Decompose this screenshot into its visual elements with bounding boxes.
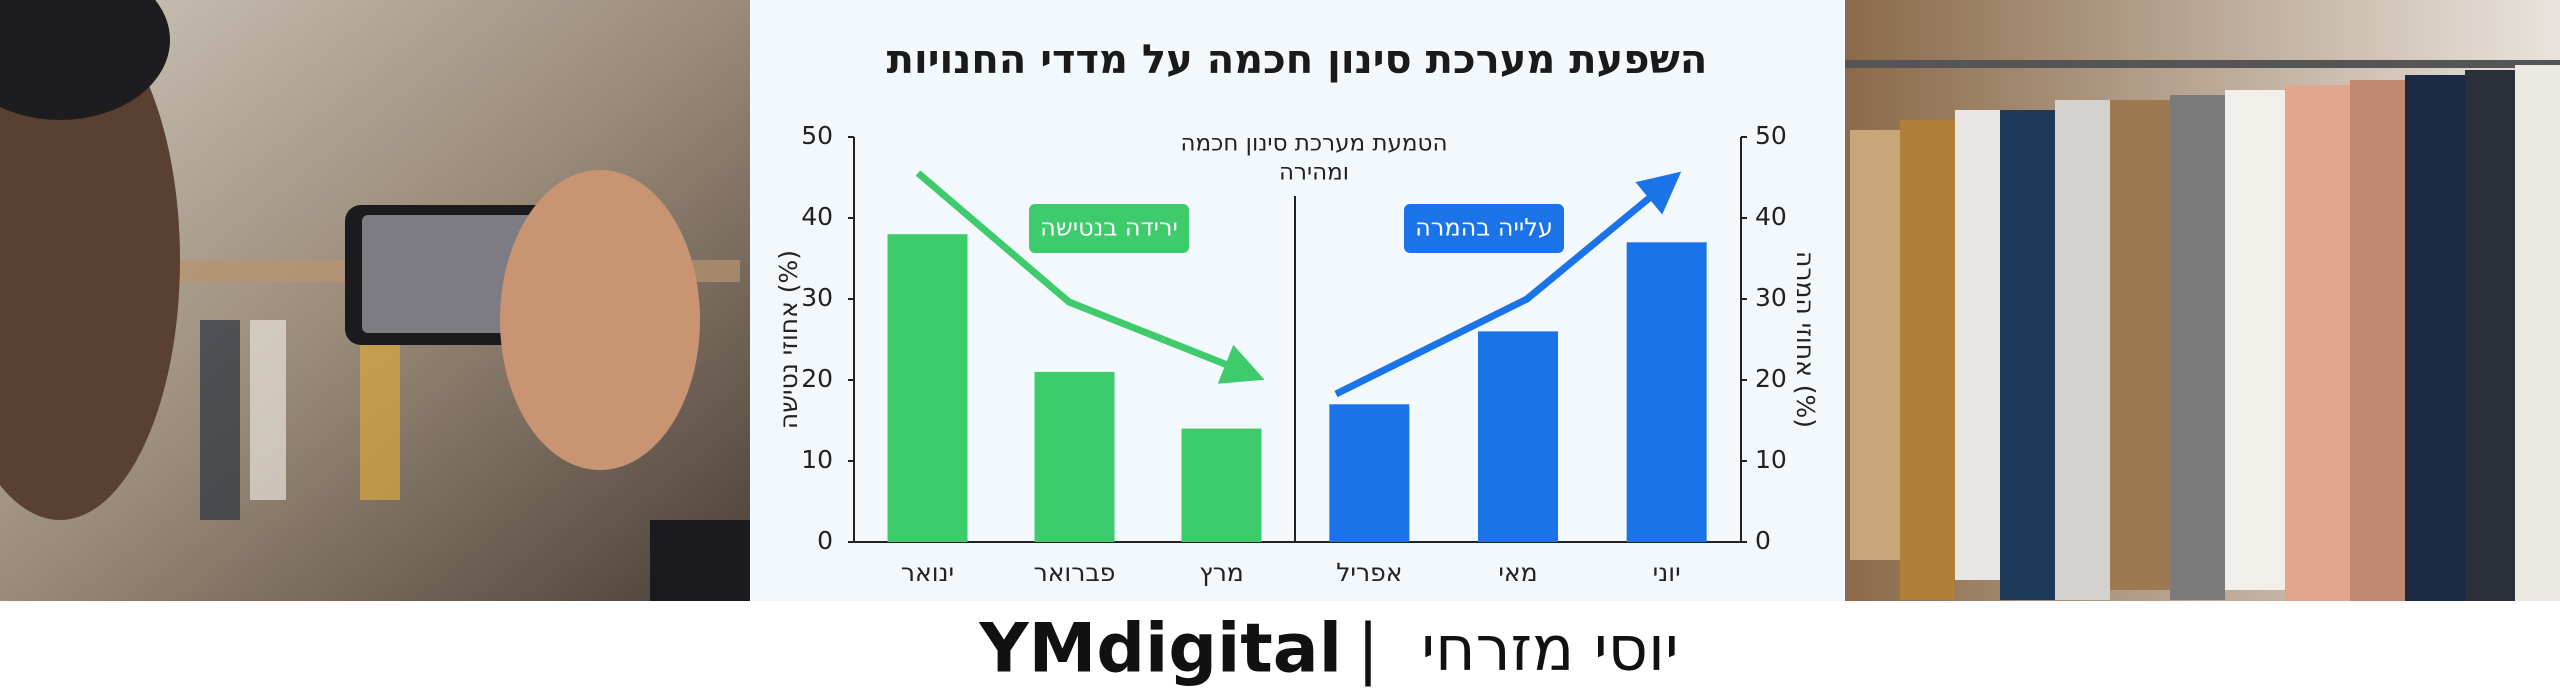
x-tick-label: פברואר [1034,558,1116,587]
x-tick-label: אפריל [1336,558,1402,587]
x-tick-label: יוני [1653,558,1681,587]
annotation: ומהירה [1279,160,1349,186]
bar [1329,404,1410,542]
left-photo [0,0,750,601]
bar [1034,371,1115,542]
bar [1478,331,1558,542]
y-tick-label: 0 [1755,526,1771,555]
y-tick-label: 50 [801,121,833,150]
x-tick-label: מרץ [1199,558,1244,587]
y-tick-label: 30 [1755,283,1787,312]
badge-label: עלייה בהמרה [1415,214,1553,242]
y-tick-label: 0 [817,526,833,555]
brand-person: יוסי מזרחי [1421,612,1679,685]
y-tick-label: 20 [1755,364,1787,393]
bar [1626,242,1707,543]
badge-label: ירידה בנטישה [1040,214,1178,242]
annotation: הטמעת מערכת סינון חכמה [1181,131,1448,157]
badge [1404,204,1564,253]
right-photo [1845,0,2560,601]
y-axis-label: אחוזי המרה (%) [1791,251,1820,428]
plot: 0 10 20 30 40 50 אחוזי נטישה (%) ינואר פברואר מרץ… [774,121,1820,587]
x-tick-label: ינואר [901,558,954,587]
bar [1181,428,1262,542]
brand-separator: | [1357,610,1379,687]
brand-name: YMdigital [978,610,1342,689]
y-tick-label: 50 [1755,121,1787,150]
badge [1029,204,1189,253]
y-tick-label: 20 [801,364,833,393]
chart-title: השפעת מערכת סינון חכמה על מדדי החנויות [887,37,1708,83]
trend-arrow [1334,171,1682,398]
y-tick-label: 30 [801,283,833,312]
bar [887,234,968,542]
trend-arrow [915,170,1265,384]
y-axis-label: אחוזי נטישה (%) [774,250,803,429]
y-tick-label: 40 [801,202,833,231]
y-tick-label: 40 [1755,202,1787,231]
y-tick-label: 10 [1755,445,1787,474]
x-tick-label: מאי [1498,558,1537,587]
y-tick-label: 10 [801,445,833,474]
